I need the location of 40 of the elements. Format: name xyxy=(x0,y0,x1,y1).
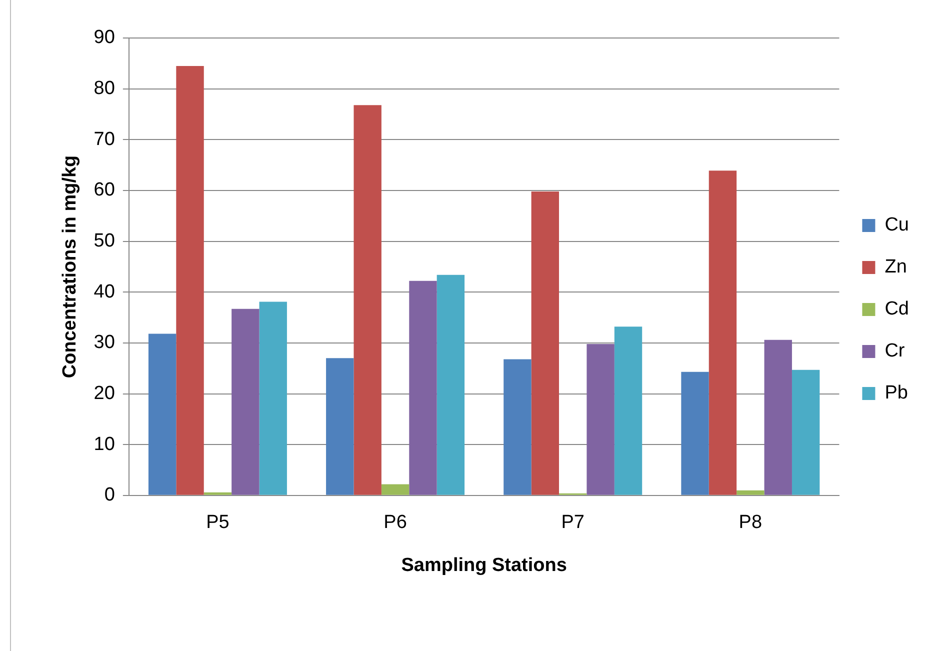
bar xyxy=(586,344,614,495)
x-tick-label: P6 xyxy=(384,512,407,534)
bar xyxy=(381,484,410,495)
y-tick-label: 40 xyxy=(94,281,115,302)
y-tick-label: 90 xyxy=(94,27,115,48)
x-tick-label: P7 xyxy=(561,512,584,534)
y-tick-label: 30 xyxy=(94,332,115,354)
y-tick-label: 0 xyxy=(104,484,115,506)
bar xyxy=(708,170,737,495)
y-tick-label: 80 xyxy=(94,78,115,100)
y-tick-label: 50 xyxy=(94,230,115,252)
x-tick-label: P5 xyxy=(206,512,230,534)
x-axis-title: Sampling Stations xyxy=(401,554,567,576)
y-tick-label: 60 xyxy=(94,180,115,201)
bar xyxy=(176,66,204,495)
bar xyxy=(764,340,792,495)
y-tick-label: 70 xyxy=(94,128,115,150)
bar xyxy=(614,326,642,495)
bar xyxy=(409,280,437,495)
y-axis-title: Concentrations in mg/kg xyxy=(60,155,81,378)
legend-label: Cd xyxy=(884,298,910,320)
bar xyxy=(504,359,532,495)
bar xyxy=(232,308,260,495)
legend-label: Zn xyxy=(884,256,907,278)
bar xyxy=(436,274,465,495)
bar xyxy=(736,490,764,495)
bar xyxy=(681,372,709,495)
bar xyxy=(792,370,820,495)
bar xyxy=(531,191,560,495)
y-tick-label: 20 xyxy=(94,382,115,404)
bar xyxy=(326,358,354,495)
bar xyxy=(354,105,382,495)
legend-label: Cu xyxy=(884,214,910,236)
legend-label: Pb xyxy=(884,382,908,404)
bar xyxy=(148,334,176,495)
y-tick-label: 10 xyxy=(94,434,115,455)
x-tick-label: P8 xyxy=(738,512,762,534)
bar xyxy=(259,302,287,495)
legend-label: Cr xyxy=(884,340,906,362)
bar xyxy=(204,492,232,495)
